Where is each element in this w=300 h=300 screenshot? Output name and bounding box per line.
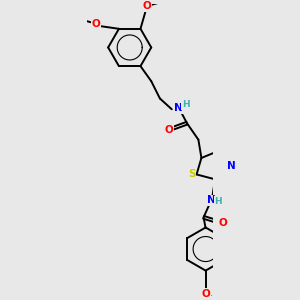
Text: O: O xyxy=(201,289,210,299)
Text: H: H xyxy=(214,197,222,206)
Text: N: N xyxy=(175,103,183,113)
Text: O: O xyxy=(164,124,173,134)
Text: N: N xyxy=(227,161,236,171)
Text: N: N xyxy=(207,195,216,205)
Text: H: H xyxy=(182,100,190,109)
Text: O: O xyxy=(92,19,100,29)
Text: S: S xyxy=(188,169,196,179)
Text: O: O xyxy=(142,1,151,11)
Text: O: O xyxy=(218,218,227,228)
